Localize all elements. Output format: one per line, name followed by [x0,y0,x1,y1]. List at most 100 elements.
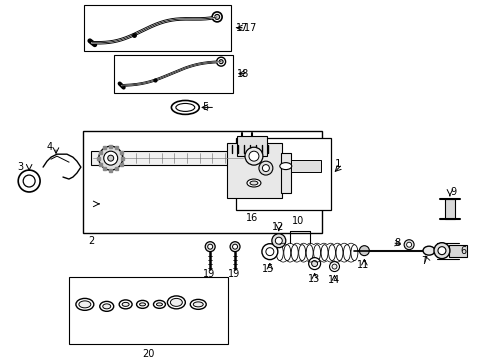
Text: 15: 15 [262,264,274,274]
Bar [444,199,454,219]
Ellipse shape [156,303,162,306]
Ellipse shape [102,304,110,309]
Bar [83,5,231,51]
Circle shape [214,14,219,19]
Ellipse shape [176,103,194,111]
Ellipse shape [167,296,185,309]
Circle shape [359,246,368,256]
Circle shape [230,242,240,252]
Bar [226,143,281,198]
Circle shape [107,155,114,161]
Circle shape [433,243,449,258]
Circle shape [437,247,445,255]
Circle shape [216,57,225,66]
Bar [237,136,266,156]
Ellipse shape [305,245,312,261]
Text: 9: 9 [449,187,455,197]
Bar [91,151,244,165]
Circle shape [205,242,215,252]
Circle shape [212,12,222,22]
Bar [69,276,227,344]
Circle shape [271,234,285,248]
Text: 4: 4 [47,142,53,152]
Circle shape [248,151,258,161]
Text: 11: 11 [357,260,369,270]
Ellipse shape [422,246,434,255]
Text: ─ 17: ─ 17 [235,23,256,33]
Ellipse shape [246,179,261,187]
Ellipse shape [139,303,145,306]
Ellipse shape [122,302,129,306]
Text: 19: 19 [227,269,240,279]
Text: 1: 1 [334,159,341,169]
Circle shape [23,175,35,187]
Circle shape [406,242,411,247]
Bar [82,131,321,233]
Ellipse shape [153,300,165,309]
Text: 18: 18 [237,69,249,78]
Text: 8: 8 [393,238,400,248]
Bar [448,245,466,257]
Ellipse shape [298,245,305,261]
Circle shape [18,170,40,192]
Circle shape [244,147,263,165]
Text: 5: 5 [202,103,208,112]
Ellipse shape [321,245,327,261]
Ellipse shape [343,245,350,261]
Text: 14: 14 [327,275,339,285]
Circle shape [262,244,277,260]
Bar [115,146,118,149]
Ellipse shape [79,301,91,308]
Circle shape [329,262,339,271]
Text: 19: 19 [203,269,215,279]
Bar [280,153,290,193]
Circle shape [232,244,237,249]
Text: 13: 13 [307,274,319,284]
Text: 2: 2 [88,236,94,246]
Circle shape [258,161,272,175]
Circle shape [262,165,269,172]
Circle shape [275,237,282,244]
Bar [115,167,118,170]
Circle shape [103,151,118,165]
Ellipse shape [291,245,298,261]
Ellipse shape [276,245,283,261]
Bar [109,168,112,172]
Ellipse shape [136,300,148,309]
Ellipse shape [279,163,291,170]
Bar [97,157,100,159]
Ellipse shape [313,245,320,261]
Ellipse shape [283,245,290,261]
Circle shape [207,244,212,249]
Bar [99,163,102,166]
Text: 20: 20 [142,349,154,359]
Text: 17: 17 [236,23,248,33]
Bar [103,146,106,149]
Ellipse shape [190,300,206,309]
Text: 7: 7 [420,256,427,266]
Ellipse shape [170,298,182,306]
Ellipse shape [100,301,114,311]
Ellipse shape [193,302,203,307]
Bar [290,160,320,172]
Bar [120,163,122,166]
Bar [121,157,124,159]
Bar [236,138,330,210]
Text: 12: 12 [271,222,284,232]
Bar [109,145,112,148]
Ellipse shape [350,245,357,261]
Ellipse shape [328,245,335,261]
Bar [114,55,233,93]
Text: 6: 6 [460,246,466,256]
Bar [103,167,106,170]
Circle shape [99,146,122,170]
Ellipse shape [249,181,257,185]
Ellipse shape [119,300,132,309]
Circle shape [311,261,317,266]
Ellipse shape [171,100,199,114]
Bar [120,151,122,154]
Circle shape [219,60,223,64]
Text: 3: 3 [17,162,23,172]
Circle shape [265,248,273,256]
Text: 10: 10 [291,216,304,226]
